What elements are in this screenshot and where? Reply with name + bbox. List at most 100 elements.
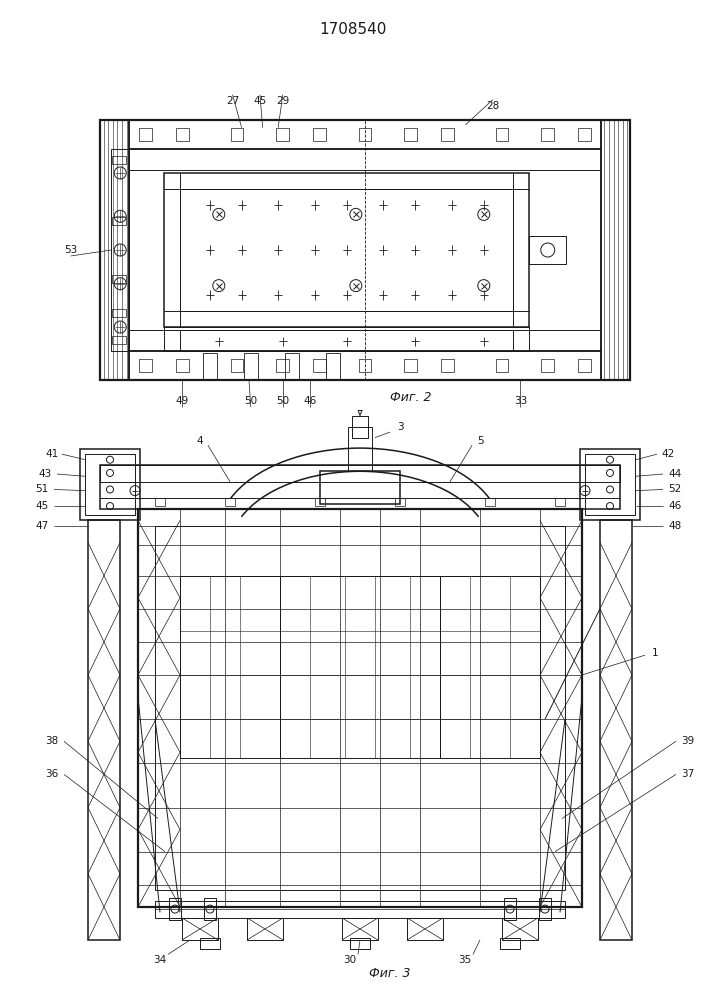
Bar [129, 351, 601, 380]
Bar [85, 454, 135, 515]
Bar [441, 128, 454, 141]
Bar [155, 526, 565, 890]
Text: 5: 5 [477, 436, 484, 446]
Text: 1708540: 1708540 [320, 22, 387, 37]
Bar [112, 275, 127, 283]
Bar [404, 128, 417, 141]
Bar [440, 576, 540, 758]
Bar [395, 498, 405, 506]
Bar [164, 173, 530, 327]
Bar [530, 236, 566, 264]
Bar [350, 938, 370, 949]
Bar [155, 498, 165, 506]
Text: 49: 49 [175, 396, 189, 406]
Text: 36: 36 [45, 769, 59, 779]
Text: Фиг. 3: Фиг. 3 [369, 967, 411, 980]
Bar [485, 498, 495, 506]
Text: 45: 45 [35, 501, 49, 511]
Bar [496, 128, 508, 141]
Bar [580, 449, 640, 520]
Text: 47: 47 [35, 521, 49, 531]
Text: 43: 43 [38, 469, 52, 479]
Bar [138, 509, 582, 907]
Text: 34: 34 [153, 955, 167, 965]
Bar [129, 149, 601, 351]
Bar [139, 359, 152, 372]
Bar [441, 359, 454, 372]
Bar [100, 465, 620, 482]
Text: 46: 46 [303, 396, 317, 406]
Bar [348, 427, 372, 471]
Text: 3: 3 [397, 422, 403, 432]
Bar [504, 898, 516, 920]
Bar [230, 359, 243, 372]
Text: 44: 44 [668, 469, 682, 479]
Bar [358, 128, 371, 141]
Text: 29: 29 [276, 96, 289, 106]
Bar [578, 359, 591, 372]
Bar [180, 330, 513, 351]
Bar [176, 359, 189, 372]
Bar [496, 359, 508, 372]
Bar [502, 918, 538, 940]
Bar [280, 576, 440, 758]
Bar [180, 189, 513, 311]
Bar [88, 520, 120, 940]
Text: 50: 50 [244, 396, 257, 406]
Bar [404, 359, 417, 372]
Text: 39: 39 [682, 736, 694, 746]
Text: 51: 51 [35, 485, 49, 494]
Text: 46: 46 [668, 501, 682, 511]
Bar [276, 359, 289, 372]
Bar [542, 128, 554, 141]
Bar [230, 128, 243, 141]
Text: 42: 42 [661, 449, 674, 459]
Text: 30: 30 [344, 955, 356, 965]
Bar [164, 327, 530, 351]
Bar [180, 576, 280, 758]
Text: Фиг. 2: Фиг. 2 [390, 391, 431, 404]
Bar [169, 898, 181, 920]
Bar [315, 498, 325, 506]
Text: 37: 37 [682, 769, 694, 779]
Bar [111, 149, 129, 351]
Text: 27: 27 [226, 96, 239, 106]
Bar [200, 938, 220, 949]
Bar [203, 353, 216, 380]
Bar [313, 128, 326, 141]
Bar [539, 898, 551, 920]
Bar [313, 359, 326, 372]
Text: 33: 33 [514, 396, 527, 406]
Bar [276, 128, 289, 141]
Bar [578, 128, 591, 141]
Text: 52: 52 [668, 485, 682, 494]
Text: 1: 1 [652, 648, 658, 658]
Bar [358, 359, 371, 372]
Bar [204, 898, 216, 920]
Bar [542, 359, 554, 372]
Text: 41: 41 [45, 449, 59, 459]
Bar [176, 128, 189, 141]
Bar [600, 520, 632, 940]
Bar [225, 498, 235, 506]
Bar [247, 918, 283, 940]
Bar [100, 465, 620, 509]
Bar [555, 498, 565, 506]
Bar [100, 120, 129, 380]
Bar [155, 901, 565, 918]
Bar [320, 471, 400, 504]
Text: 38: 38 [45, 736, 59, 746]
Bar [352, 416, 368, 438]
Bar [112, 336, 127, 344]
Text: 48: 48 [668, 521, 682, 531]
Bar [139, 128, 152, 141]
Text: 53: 53 [64, 245, 77, 255]
Bar [182, 918, 218, 940]
Bar [112, 156, 127, 164]
Bar [112, 309, 127, 317]
Text: 50: 50 [276, 396, 289, 406]
Bar [500, 938, 520, 949]
Bar [407, 918, 443, 940]
Text: 45: 45 [253, 96, 267, 106]
Bar [342, 918, 378, 940]
